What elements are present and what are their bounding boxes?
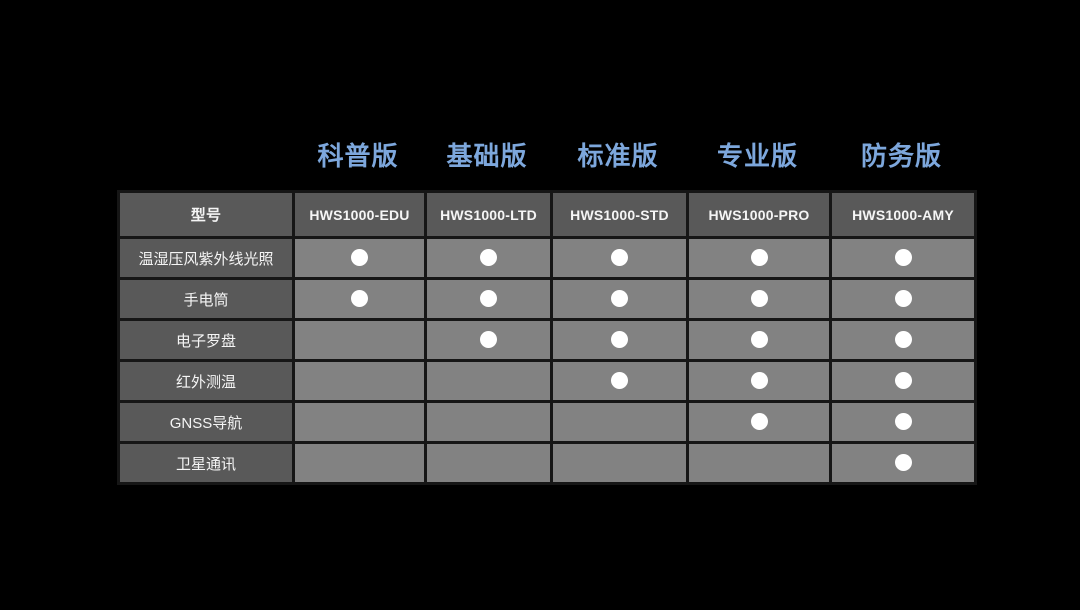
feature-cell [686,400,832,444]
dot-icon [750,290,768,308]
feature-cell [550,359,689,403]
edition-header-amy: 防务版 [829,136,974,173]
dot-icon [611,331,628,349]
dot-icon [351,249,368,267]
dot-icon [480,249,497,267]
feature-cell [424,236,553,280]
dot-icon [750,249,768,267]
edition-header-ltd: 基础版 [424,136,550,173]
feature-cell [686,441,832,485]
feature-label: 手电筒 [117,277,295,321]
feature-cell [424,400,553,444]
edition-header-std: 标准版 [550,136,686,173]
dot-icon [894,331,912,349]
feature-cell [292,400,427,444]
feature-cell [550,318,689,362]
model-name-ltd: HWS1000-LTD [424,190,553,239]
dot-icon [480,290,497,308]
feature-cell [424,277,553,321]
feature-cell [550,400,689,444]
dot-icon [611,249,628,267]
feature-cell [686,318,832,362]
feature-cell [292,277,427,321]
edition-label: 防务版 [860,140,942,171]
table-row: 电子罗盘 [117,318,977,362]
feature-cell [829,318,977,362]
feature-cell [686,359,832,403]
edition-header-pro: 专业版 [686,136,829,173]
edition-header-row: 科普版 基础版 标准版 专业版 防务版 [117,134,974,174]
feature-cell [424,441,553,485]
dot-icon [750,372,768,390]
feature-cell [686,236,832,280]
feature-label: 温湿压风紫外线光照 [117,236,295,280]
dot-icon [894,372,912,390]
model-header-row: 型号 HWS1000-EDU HWS1000-LTD HWS1000-STD H… [117,190,977,239]
feature-cell [292,236,427,280]
feature-cell [829,236,977,280]
feature-cell [424,359,553,403]
model-name-amy: HWS1000-AMY [829,190,977,239]
feature-cell [829,441,977,485]
edition-label: 专业版 [716,140,798,171]
model-name-edu: HWS1000-EDU [292,190,427,239]
model-name-std: HWS1000-STD [550,190,689,239]
dot-icon [611,290,628,308]
feature-cell [550,277,689,321]
feature-cell [550,236,689,280]
table-row: 红外测温 [117,359,977,403]
dot-icon [894,249,912,267]
edition-label: 基础版 [446,140,528,171]
dot-icon [894,290,912,308]
feature-label: 卫星通讯 [117,441,295,485]
model-header-label: 型号 [117,190,295,239]
dot-icon [894,413,912,431]
model-name-pro: HWS1000-PRO [686,190,832,239]
feature-cell [292,359,427,403]
feature-label: 电子罗盘 [117,318,295,362]
dot-icon [351,290,368,308]
feature-cell [686,277,832,321]
feature-label: 红外测温 [117,359,295,403]
comparison-table: 型号 HWS1000-EDU HWS1000-LTD HWS1000-STD H… [117,190,977,485]
table-row: GNSS导航 [117,400,977,444]
feature-cell [829,277,977,321]
feature-cell [829,400,977,444]
feature-cell [292,441,427,485]
feature-cell [292,318,427,362]
feature-cell [550,441,689,485]
feature-cell [424,318,553,362]
edition-label: 科普版 [317,140,399,171]
dot-icon [750,331,768,349]
table-row: 卫星通讯 [117,441,977,485]
dot-icon [894,454,912,472]
feature-cell [829,359,977,403]
dot-icon [480,331,497,349]
edition-label: 标准版 [577,140,659,171]
table-row: 手电筒 [117,277,977,321]
dot-icon [611,372,628,390]
feature-label: GNSS导航 [117,400,295,444]
table-row: 温湿压风紫外线光照 [117,236,977,280]
dot-icon [750,413,768,431]
edition-header-edu: 科普版 [292,136,424,173]
